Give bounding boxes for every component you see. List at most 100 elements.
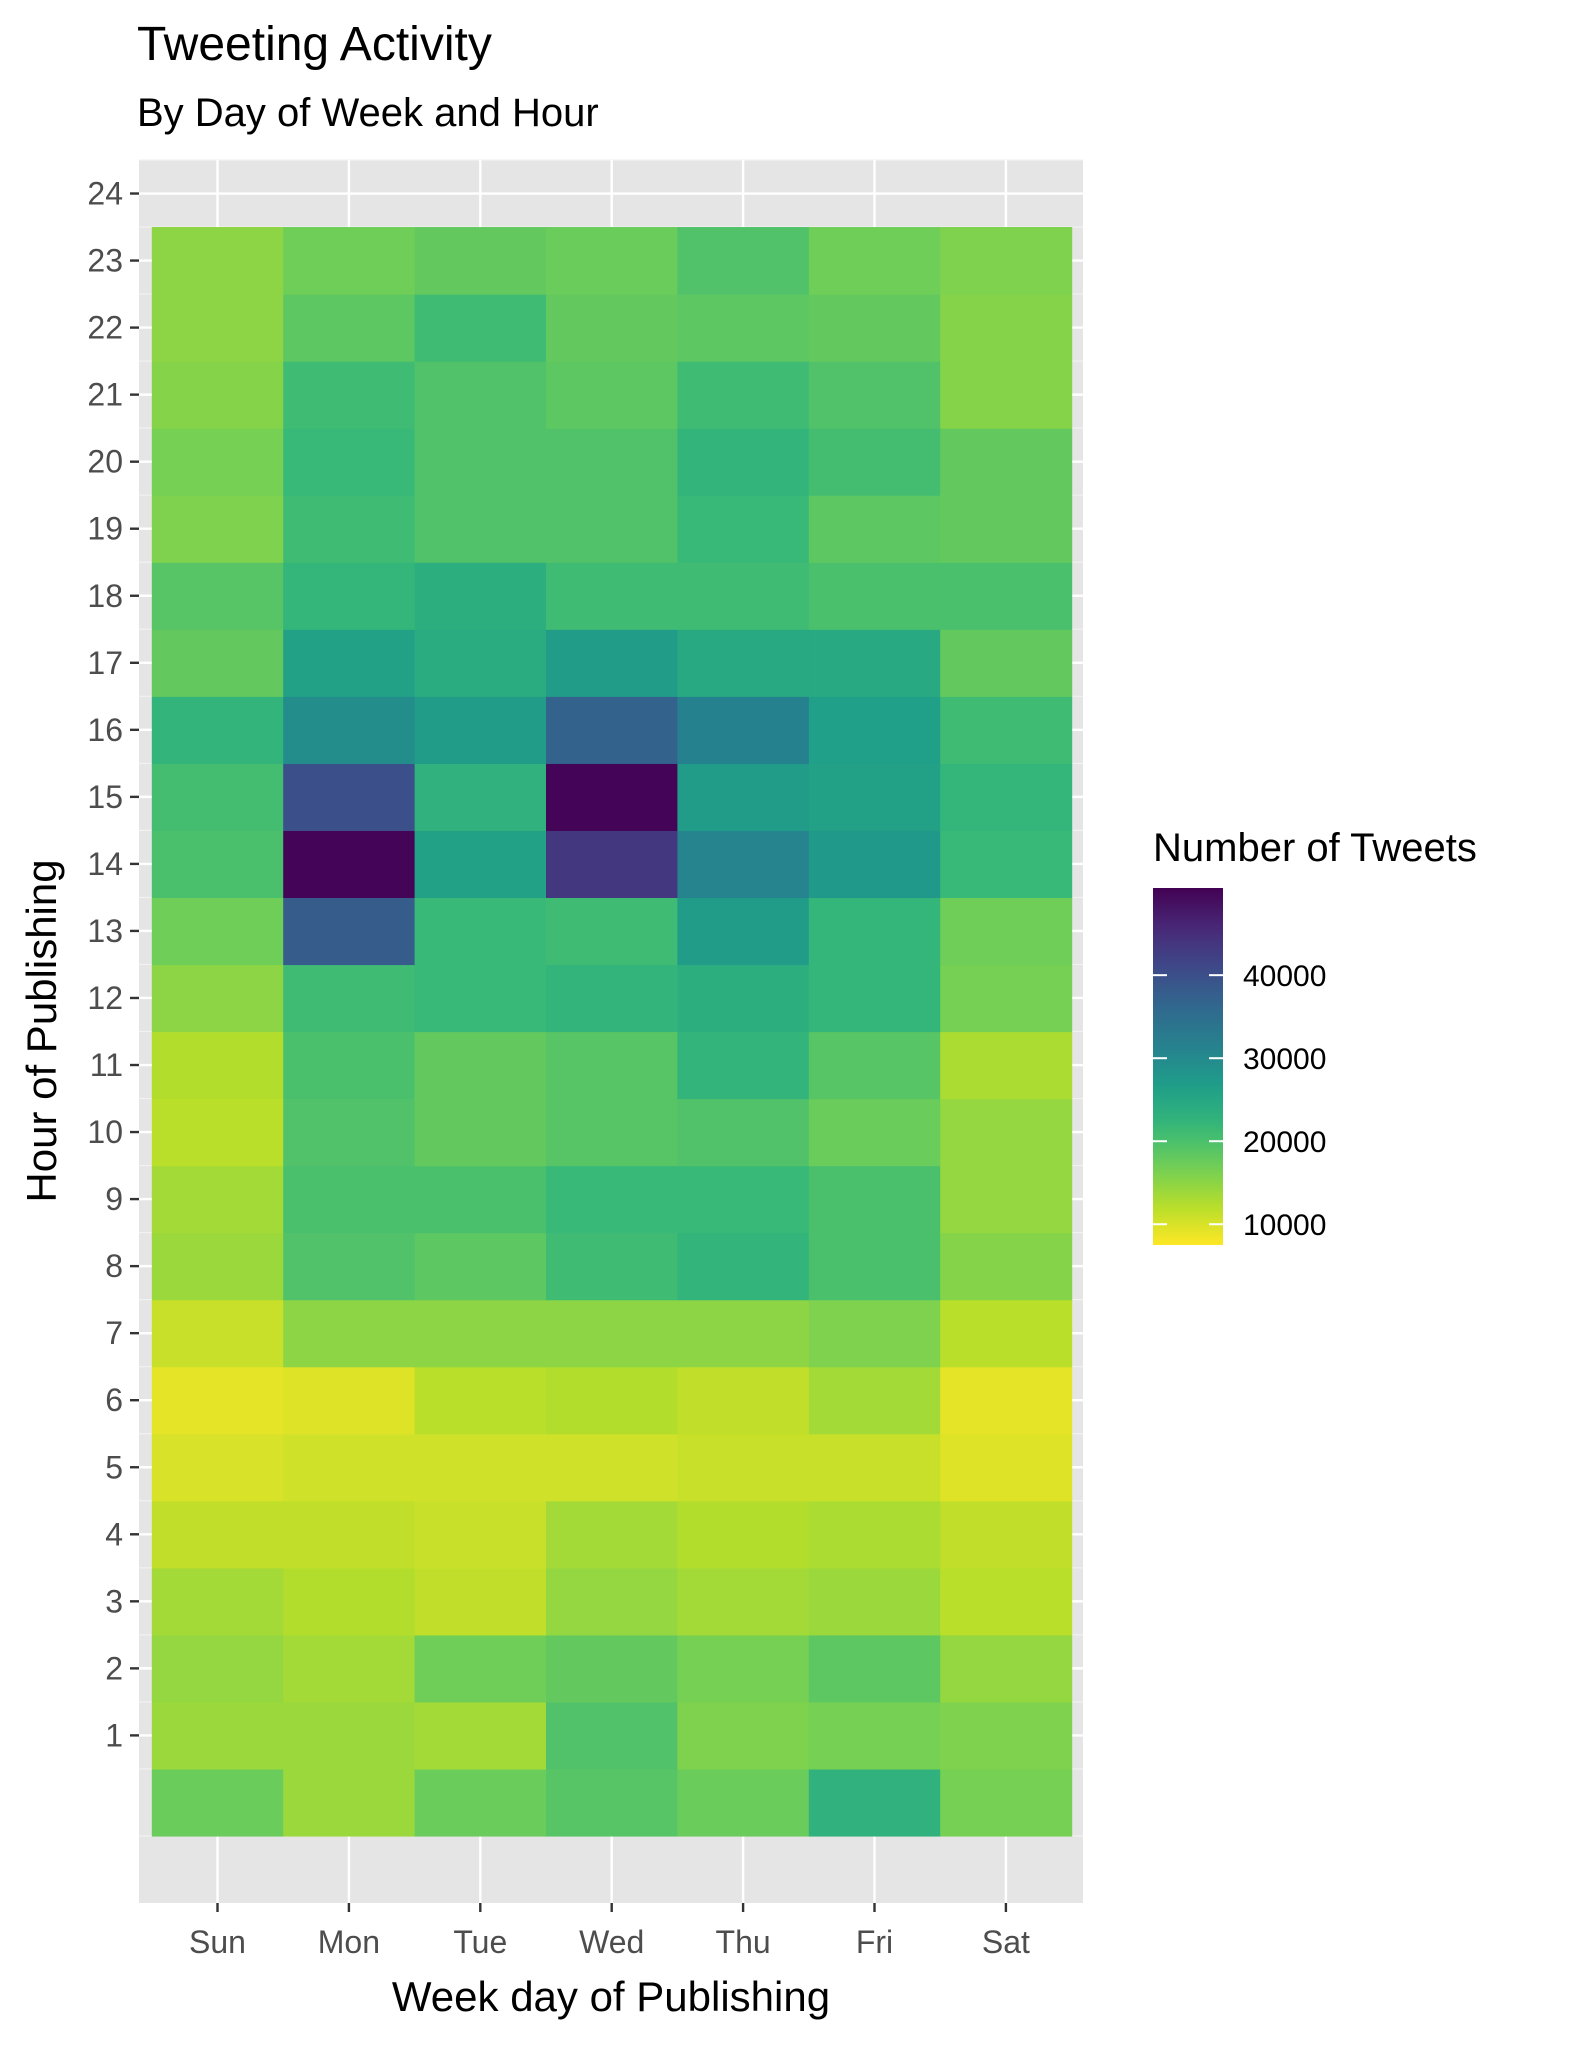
heatmap-tile [283,294,416,362]
heatmap-tile [151,294,284,362]
heatmap-tile [808,1768,941,1837]
heatmap-tile [151,830,284,899]
heatmap-tile [546,830,678,899]
heatmap-tile [677,964,810,1033]
heatmap-tile [940,1768,1073,1837]
heatmap-tile [414,1768,547,1837]
heatmap-tile [151,1165,284,1234]
heatmap-tile [151,897,284,966]
heatmap-tile [677,763,810,831]
heatmap-tile [677,696,810,764]
heatmap-tile [808,1701,941,1770]
heatmap-tile [546,1366,678,1435]
y-tick-label: 11 [90,1047,123,1083]
heatmap-tile [546,1031,678,1100]
heatmap-tile [940,1366,1073,1435]
heatmap-tile [808,562,941,630]
x-axis: Sun Mon Tue Wed Thu Fri Sat [189,1903,1030,1960]
chart-title: Tweeting Activity [137,18,492,71]
heatmap-tile [808,1098,941,1167]
heatmap-tile [940,1098,1073,1167]
y-tick-label: 14 [87,846,123,882]
heatmap-tile [151,1634,284,1703]
legend-tick-label: 20000 [1243,1126,1326,1159]
heatmap-tile [546,897,678,966]
heatmap-tile [808,830,941,899]
heatmap-tile [940,897,1073,966]
x-tick-label: Sat [982,1924,1030,1960]
heatmap-tile [414,294,547,362]
heatmap-tile [414,1701,547,1770]
heatmap-tile [940,830,1073,899]
x-tick-label: Tue [453,1924,507,1960]
heatmap-tile [414,1299,547,1368]
heatmap-tile [414,1366,547,1435]
heatmap-tile [808,1299,941,1368]
heatmap-tile [546,1165,678,1234]
heatmap-tile [151,1098,284,1167]
heatmap-tile [151,1701,284,1770]
heatmap-tile [940,495,1073,563]
heatmap-tile [808,897,941,966]
heatmap-tile [546,562,678,630]
y-tick-label: 10 [87,1114,123,1150]
heatmap-tile [940,1500,1073,1569]
heatmap-tile [283,1232,416,1301]
legend-tick-label: 10000 [1243,1209,1326,1242]
heatmap-tile [677,629,810,697]
heatmap-tile [940,1165,1073,1234]
heatmap-tile [414,763,547,831]
heatmap-tile [677,1232,810,1301]
heatmap-tile [546,1634,678,1703]
heatmap-tile [283,1299,416,1368]
heatmap-tile [677,428,810,496]
heatmap-tile [546,1500,678,1569]
heatmap-tile [414,897,547,966]
heatmap-tile [414,830,547,899]
heatmap-tile [283,1031,416,1100]
heatmap-tile [940,1567,1073,1636]
heatmap-tile [283,1165,416,1234]
heatmap-tile [677,1567,810,1636]
heatmap-tile [283,830,416,899]
y-tick-label: 17 [87,645,123,681]
heatmap-tile [151,763,284,831]
heatmap-tile [283,964,416,1033]
heatmap-tile [151,696,284,764]
heatmap-tile [283,1098,416,1167]
heatmap-tile [808,294,941,362]
heatmap-tile [677,495,810,563]
heatmap-tiles [151,227,1073,1837]
heatmap-tile [546,495,678,563]
y-tick-label: 16 [87,712,123,748]
heatmap-tile [677,1433,810,1502]
heatmap-tile [283,763,416,831]
color-legend: Number of Tweets 10000 20000 30000 40000 [1153,826,1477,1245]
heatmap-tile [677,294,810,362]
y-tick-label: 7 [105,1315,123,1351]
heatmap-tile [151,1299,284,1368]
legend-title: Number of Tweets [1153,826,1477,870]
heatmap-tile [940,1433,1073,1502]
heatmap-tile [808,428,941,496]
heatmap-tile [414,1567,547,1636]
heatmap-tile [677,1165,810,1234]
heatmap-tile [151,1366,284,1435]
heatmap-tile [808,1567,941,1636]
heatmap-tile [151,1500,284,1569]
heatmap-tile [151,227,284,295]
heatmap-tile [151,1031,284,1100]
heatmap-tile [151,361,284,429]
y-tick-label: 20 [87,444,123,480]
y-tick-label: 22 [87,310,123,346]
heatmap-tile [414,428,547,496]
heatmap-tile [808,361,941,429]
heatmap-tile [677,1701,810,1770]
heatmap-tile [677,1031,810,1100]
legend-colorbar [1153,888,1223,1245]
y-tick-label: 21 [87,377,123,413]
heatmap-tile [808,1433,941,1502]
heatmap-tile [283,897,416,966]
heatmap-tile [546,361,678,429]
heatmap-tile [940,763,1073,831]
